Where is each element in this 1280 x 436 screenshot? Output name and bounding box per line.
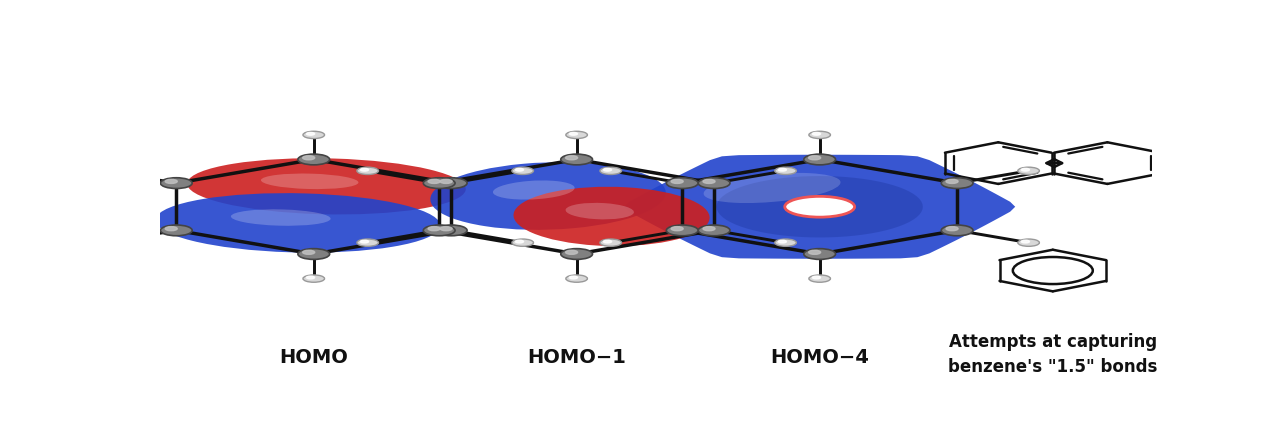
Circle shape [809, 156, 820, 160]
Circle shape [703, 179, 716, 184]
Circle shape [435, 225, 467, 236]
Circle shape [813, 133, 820, 135]
Circle shape [424, 178, 456, 188]
Circle shape [566, 131, 588, 139]
Circle shape [516, 168, 524, 171]
Ellipse shape [566, 203, 634, 219]
Circle shape [809, 131, 831, 139]
Circle shape [361, 168, 369, 171]
Circle shape [428, 227, 440, 231]
Circle shape [361, 240, 369, 243]
Polygon shape [717, 176, 923, 238]
Circle shape [97, 168, 106, 171]
Circle shape [813, 276, 820, 279]
Circle shape [93, 239, 115, 246]
Circle shape [440, 179, 452, 184]
Circle shape [570, 276, 577, 279]
Circle shape [302, 250, 315, 254]
Ellipse shape [430, 162, 666, 230]
Circle shape [303, 275, 325, 282]
Text: HOMO−4: HOMO−4 [771, 348, 869, 367]
Circle shape [778, 168, 786, 171]
Circle shape [165, 179, 177, 184]
Circle shape [357, 239, 379, 246]
Circle shape [160, 225, 192, 236]
Circle shape [946, 179, 959, 184]
Circle shape [302, 156, 315, 160]
Circle shape [165, 227, 177, 231]
Circle shape [941, 225, 973, 236]
Circle shape [160, 178, 192, 188]
Circle shape [357, 167, 379, 174]
Circle shape [809, 275, 831, 282]
Circle shape [804, 154, 836, 165]
Circle shape [424, 225, 456, 236]
Circle shape [667, 225, 698, 236]
Ellipse shape [230, 209, 330, 226]
Circle shape [306, 133, 315, 135]
Circle shape [570, 133, 577, 135]
Circle shape [809, 250, 820, 254]
Circle shape [1018, 167, 1039, 174]
Ellipse shape [187, 158, 466, 215]
Circle shape [516, 240, 524, 243]
Circle shape [566, 250, 577, 254]
Text: Attempts at capturing
benzene's "1.5" bonds: Attempts at capturing benzene's "1.5" bo… [948, 333, 1157, 376]
Circle shape [303, 131, 325, 139]
Circle shape [698, 178, 730, 188]
Circle shape [298, 154, 330, 165]
Circle shape [512, 239, 534, 246]
Circle shape [435, 178, 467, 188]
Circle shape [600, 167, 622, 174]
Text: HOMO: HOMO [279, 348, 348, 367]
Ellipse shape [513, 187, 709, 246]
Circle shape [600, 239, 622, 246]
Circle shape [667, 178, 698, 188]
Circle shape [1021, 240, 1029, 243]
Circle shape [778, 240, 786, 243]
Circle shape [97, 240, 106, 243]
Text: HOMO−1: HOMO−1 [527, 348, 626, 367]
Circle shape [603, 240, 612, 243]
Circle shape [561, 249, 593, 259]
Circle shape [941, 178, 973, 188]
Polygon shape [625, 155, 1015, 259]
Circle shape [774, 167, 796, 174]
Circle shape [566, 275, 588, 282]
Circle shape [671, 227, 684, 231]
Circle shape [566, 156, 577, 160]
Circle shape [561, 154, 593, 165]
Circle shape [298, 249, 330, 259]
Ellipse shape [155, 193, 440, 252]
Circle shape [306, 276, 315, 279]
Circle shape [428, 179, 440, 184]
Ellipse shape [493, 181, 575, 200]
Circle shape [603, 168, 612, 171]
Circle shape [703, 227, 716, 231]
Circle shape [698, 225, 730, 236]
Circle shape [946, 227, 959, 231]
Circle shape [1021, 168, 1029, 171]
Circle shape [512, 167, 534, 174]
Circle shape [671, 179, 684, 184]
Circle shape [1018, 239, 1039, 246]
Circle shape [440, 227, 452, 231]
Ellipse shape [261, 174, 358, 189]
Ellipse shape [785, 196, 855, 217]
Circle shape [93, 167, 115, 174]
Ellipse shape [704, 173, 841, 203]
Circle shape [774, 239, 796, 246]
Circle shape [804, 249, 836, 259]
